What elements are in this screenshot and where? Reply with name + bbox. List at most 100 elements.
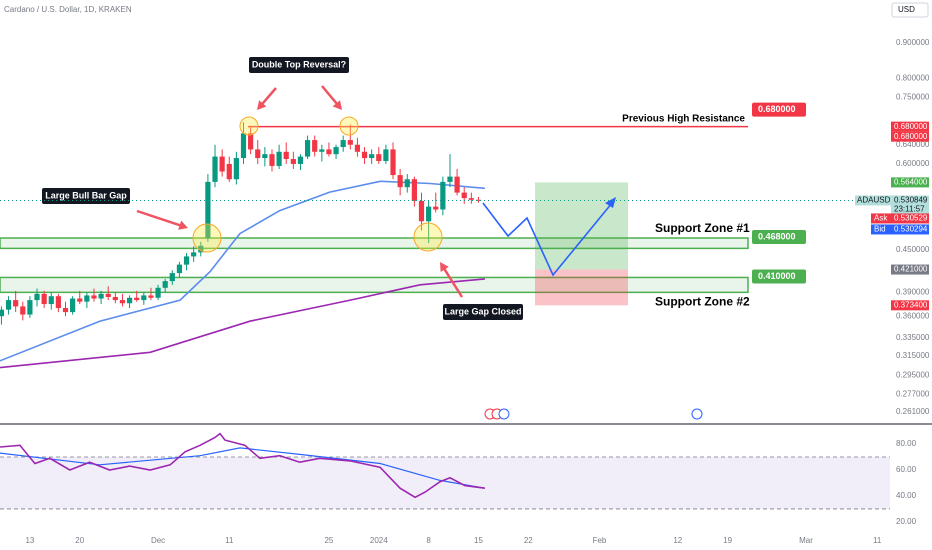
timer: 23:11:57 [894, 205, 925, 214]
candle-body [297, 156, 304, 164]
candle-body [383, 149, 389, 161]
symbol-box [855, 195, 891, 206]
y-tick-label: 0.390000 [896, 287, 930, 296]
moving-average [0, 180, 485, 362]
candle-body [276, 151, 282, 166]
rsi-tick-label: 60.00 [896, 465, 917, 474]
target-stop [535, 269, 628, 306]
candle-body [461, 192, 467, 199]
symbol: ADAUSD [857, 196, 891, 205]
y-tick-label: 0.335000 [896, 333, 930, 342]
y-tick-label: 0.360000 [896, 311, 930, 320]
moving-average [0, 278, 485, 369]
annotation-box [443, 304, 523, 320]
highlight-circle [239, 116, 259, 136]
x-tick-label: 13 [25, 536, 34, 545]
y-tick-label: 0.277000 [896, 389, 930, 398]
y-tick-label: 0.900000 [896, 38, 930, 47]
candle-body [376, 154, 382, 161]
price-tag: 0.680000 [894, 132, 928, 141]
candle-body [176, 264, 183, 274]
candle-body [20, 306, 26, 315]
candle-body [262, 154, 268, 159]
candle-body [326, 149, 332, 155]
candle-body [369, 154, 375, 159]
rsi-band [0, 456, 890, 509]
price-tag: 0.680000 [894, 122, 928, 131]
support-zones: 0.468000 Support Zone #1 0.410000 Support Z… [0, 221, 806, 309]
x-tick-label: Mar [799, 536, 813, 545]
rsi-tick-label: 80.00 [896, 439, 917, 448]
support-zone [0, 276, 749, 294]
x-tick-label: 11 [873, 536, 882, 545]
currency-button[interactable] [891, 2, 929, 18]
arrow-head [440, 262, 449, 272]
rsi-ma [0, 447, 486, 489]
x-tick-label: 11 [225, 536, 234, 545]
ask-name-box [871, 213, 891, 224]
event-icons [484, 408, 703, 420]
candle-body [48, 296, 54, 305]
candle-body [183, 256, 190, 265]
candle-body [134, 297, 140, 301]
price-tag: 0.564000 [894, 178, 928, 187]
candle-body [141, 295, 147, 301]
annotation-arrow [321, 85, 338, 105]
candle-body [27, 300, 33, 315]
candle-body [440, 181, 446, 210]
candle-body [283, 151, 289, 160]
ask-price-box [891, 213, 929, 224]
candle-body [55, 296, 61, 309]
candle-body [98, 293, 104, 299]
candle-body [169, 273, 175, 282]
y-tick-label: 0.315000 [896, 351, 930, 360]
price-tag-box [891, 264, 929, 275]
last-price: 0.530849 [894, 196, 928, 205]
annotation: Large Gap Closed [444, 306, 521, 316]
highlight-circle [413, 222, 443, 252]
price-tag-box [891, 300, 929, 311]
candle-body [354, 144, 361, 152]
candle-body [126, 297, 133, 304]
candle-body [475, 199, 482, 201]
candle-body [219, 156, 225, 172]
annotation: Large Bull Bar Gap [45, 190, 127, 200]
candle-body [290, 159, 296, 164]
candle-body [390, 149, 396, 176]
x-tick-label: 25 [324, 536, 333, 545]
candle-body [205, 181, 211, 239]
zone-tag-box [752, 230, 806, 245]
highlight-circle [339, 116, 359, 136]
zone-tag-box [752, 269, 806, 284]
y-tick-label: 0.800000 [896, 73, 930, 82]
y-tick-label: 0.450000 [896, 245, 930, 254]
rsi-tick-label: 20.00 [896, 517, 917, 526]
x-tick-label: 8 [426, 536, 431, 545]
x-tick-label: Dec [151, 536, 165, 545]
bid-price-box [891, 224, 929, 235]
ask-name: Ask [874, 214, 888, 223]
candle-body [84, 295, 90, 302]
x-tick-label: 12 [673, 536, 682, 545]
chart-title: Cardano / U.S. Dollar, 1D, KRAKEN [4, 5, 132, 14]
candle-body [255, 149, 261, 159]
currency[interactable]: USD [898, 5, 915, 14]
bid-name: Bid [874, 225, 886, 234]
candle-body [62, 308, 69, 313]
candle-body [269, 154, 275, 166]
candle-body [198, 245, 204, 253]
candle-body [240, 133, 247, 159]
candle-body [361, 151, 368, 159]
highlight-circle [192, 223, 222, 253]
bid-price: 0.530294 [894, 225, 928, 234]
candle-body [13, 300, 19, 307]
candle-body [77, 298, 83, 302]
projection-path [482, 202, 613, 277]
zone-tag: 0.468000 [758, 231, 796, 241]
last-price-box [891, 195, 929, 216]
candle-body [212, 156, 218, 182]
candle-body [454, 176, 460, 193]
annotation-arrow [443, 268, 464, 298]
candle-body [119, 300, 126, 304]
candle-body [0, 309, 5, 317]
